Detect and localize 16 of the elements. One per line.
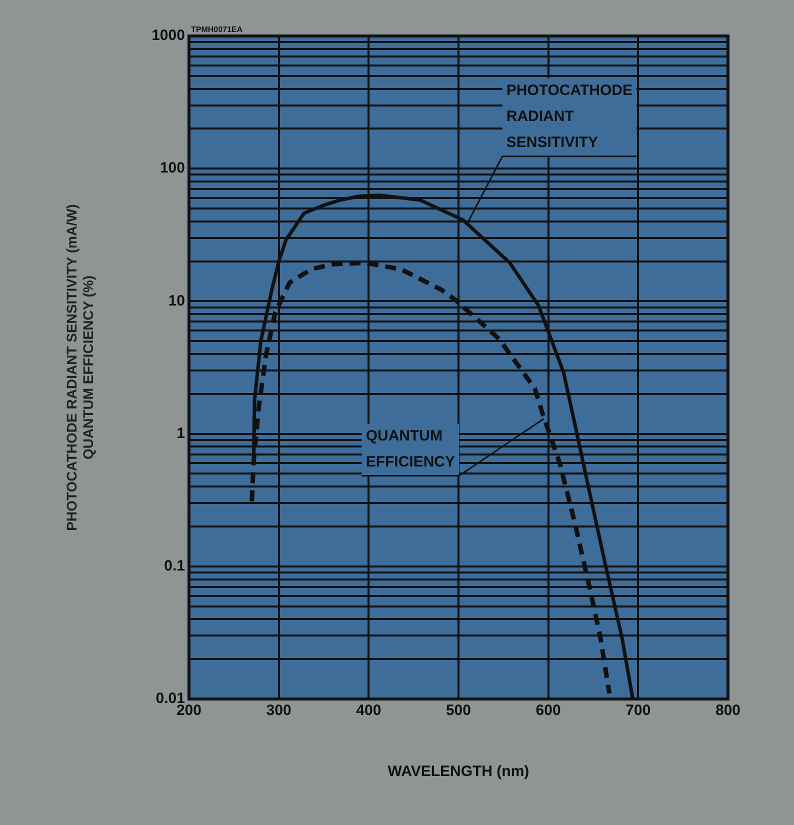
annotation: QUANTUM EFFICIENCY	[366, 427, 456, 470]
x-tick-label: 800	[715, 702, 741, 720]
y-axis-title: PHOTOCATHODE RADIANT SENSITIVITY (mA/W) QUANTUM EFFICIENCY (%)	[63, 204, 96, 531]
x-tick-label: 400	[356, 702, 382, 720]
x-tick-label: 700	[626, 702, 651, 720]
x-tick-label: 500	[446, 702, 471, 720]
annotation: PHOTOCATHODE RADIANT SENSITIVITY	[506, 82, 632, 152]
y-tick-label: 1000	[152, 27, 185, 44]
text: TPMH0071EA	[190, 25, 243, 34]
y-tick-label: 0.1	[164, 558, 185, 575]
x-axis-title: WAVELENGTH (nm)	[388, 763, 530, 780]
y-tick-label: 10	[168, 292, 185, 310]
y-tick-label: 1	[176, 424, 185, 442]
x-tick-label: 300	[266, 702, 292, 720]
x-tick-label: 600	[536, 702, 561, 720]
y-tick-label: 100	[160, 160, 185, 177]
